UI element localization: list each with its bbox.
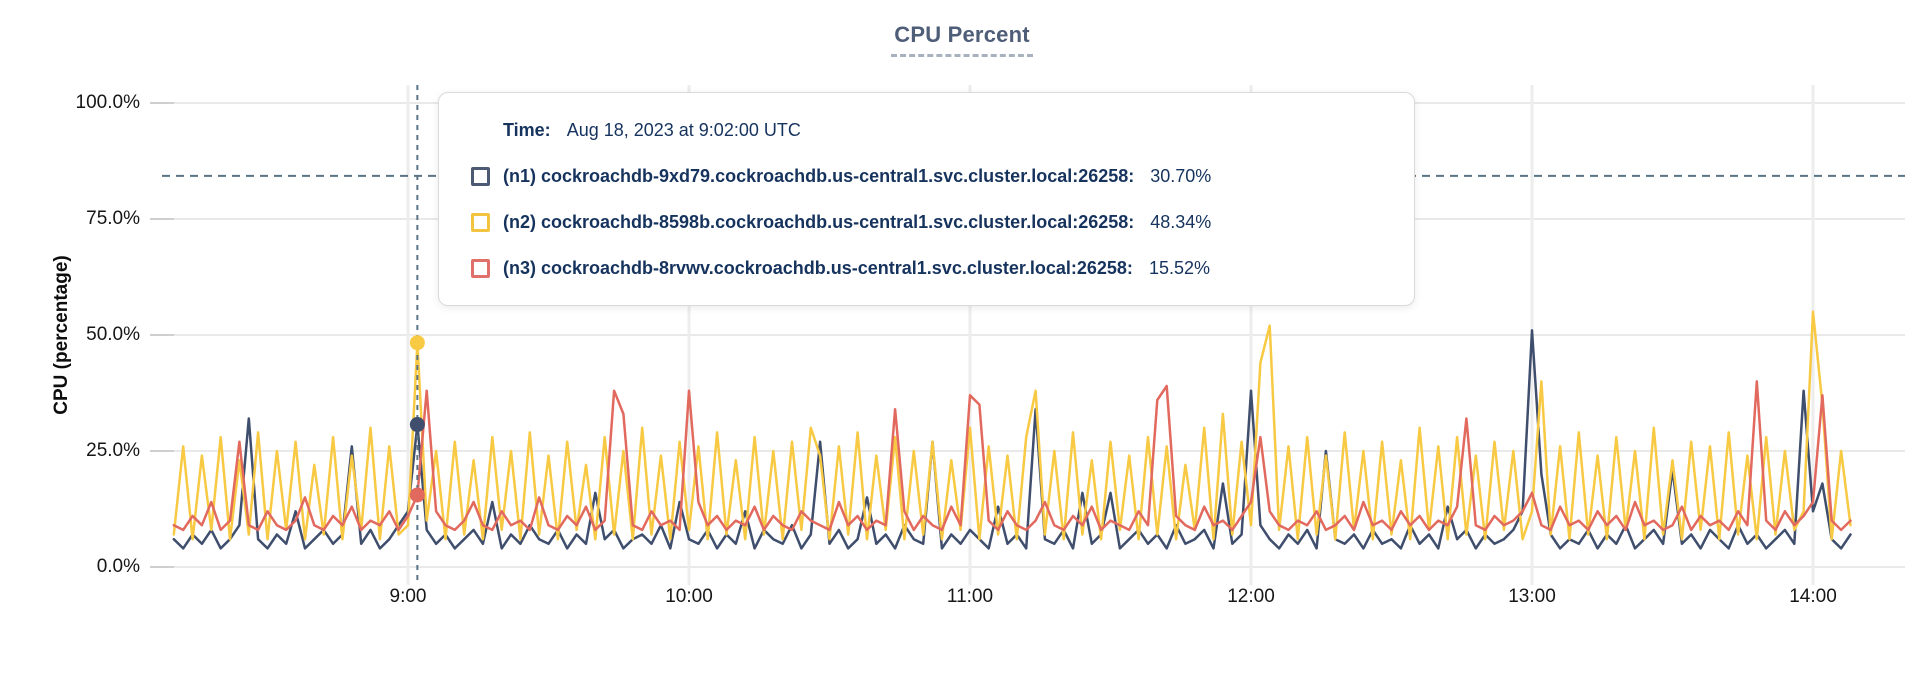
y-tick-25: 25.0%	[86, 440, 140, 461]
tooltip-n3-label: (n3) cockroachdb-8rvwv.cockroachdb.us-ce…	[503, 258, 1133, 278]
y-tick-100: 100.0%	[75, 92, 140, 113]
x-tick-13: 13:00	[1508, 586, 1556, 607]
tooltip-n2-label: (n2) cockroachdb-8598b.cockroachdb.us-ce…	[503, 212, 1135, 232]
x-tick-12: 12:00	[1227, 586, 1275, 607]
n3-legend-swatch-icon	[471, 259, 490, 278]
tooltip-series-row-n2: (n2) cockroachdb-8598b.cockroachdb.us-ce…	[439, 212, 1390, 233]
tooltip-time-value: Aug 18, 2023 at 9:02:00 UTC	[566, 120, 801, 140]
tooltip-time-label: Time:	[503, 120, 551, 140]
series-line-n1	[172, 329, 1852, 550]
chart-title-wrap: CPU Percent	[0, 22, 1924, 57]
n2-legend-swatch-icon	[471, 213, 490, 232]
tooltip-n2-value: 48.34%	[1150, 212, 1212, 232]
tooltip-series-row-n1: (n1) cockroachdb-9xd79.cockroachdb.us-ce…	[439, 166, 1390, 187]
hover-dot-n3	[409, 487, 425, 503]
hover-dot-n1	[409, 417, 425, 433]
y-tick-50: 50.0%	[86, 324, 140, 345]
x-tick-9: 9:00	[389, 586, 427, 607]
tooltip-n3-value: 15.52%	[1148, 258, 1210, 278]
x-tick-10: 10:00	[665, 586, 713, 607]
tooltip-n1-value: 30.70%	[1150, 166, 1212, 186]
n1-legend-swatch-icon	[471, 167, 490, 186]
series-line-n3	[172, 380, 1852, 532]
x-tick-11: 11:00	[946, 586, 994, 607]
hover-dot-n2	[409, 335, 425, 351]
y-tick-0: 0.0%	[96, 556, 140, 577]
hover-tooltip: Time: Aug 18, 2023 at 9:02:00 UTC (n1) c…	[438, 92, 1415, 306]
tooltip-n1-label: (n1) cockroachdb-9xd79.cockroachdb.us-ce…	[503, 166, 1135, 186]
y-tick-75: 75.0%	[86, 208, 140, 229]
tooltip-series-row-n3: (n3) cockroachdb-8rvwv.cockroachdb.us-ce…	[439, 258, 1390, 279]
series-line-n2	[172, 310, 1852, 541]
tooltip-time-row: Time: Aug 18, 2023 at 9:02:00 UTC	[439, 120, 1390, 141]
x-tick-14: 14:00	[1789, 586, 1837, 607]
chart-title: CPU Percent	[891, 22, 1033, 57]
